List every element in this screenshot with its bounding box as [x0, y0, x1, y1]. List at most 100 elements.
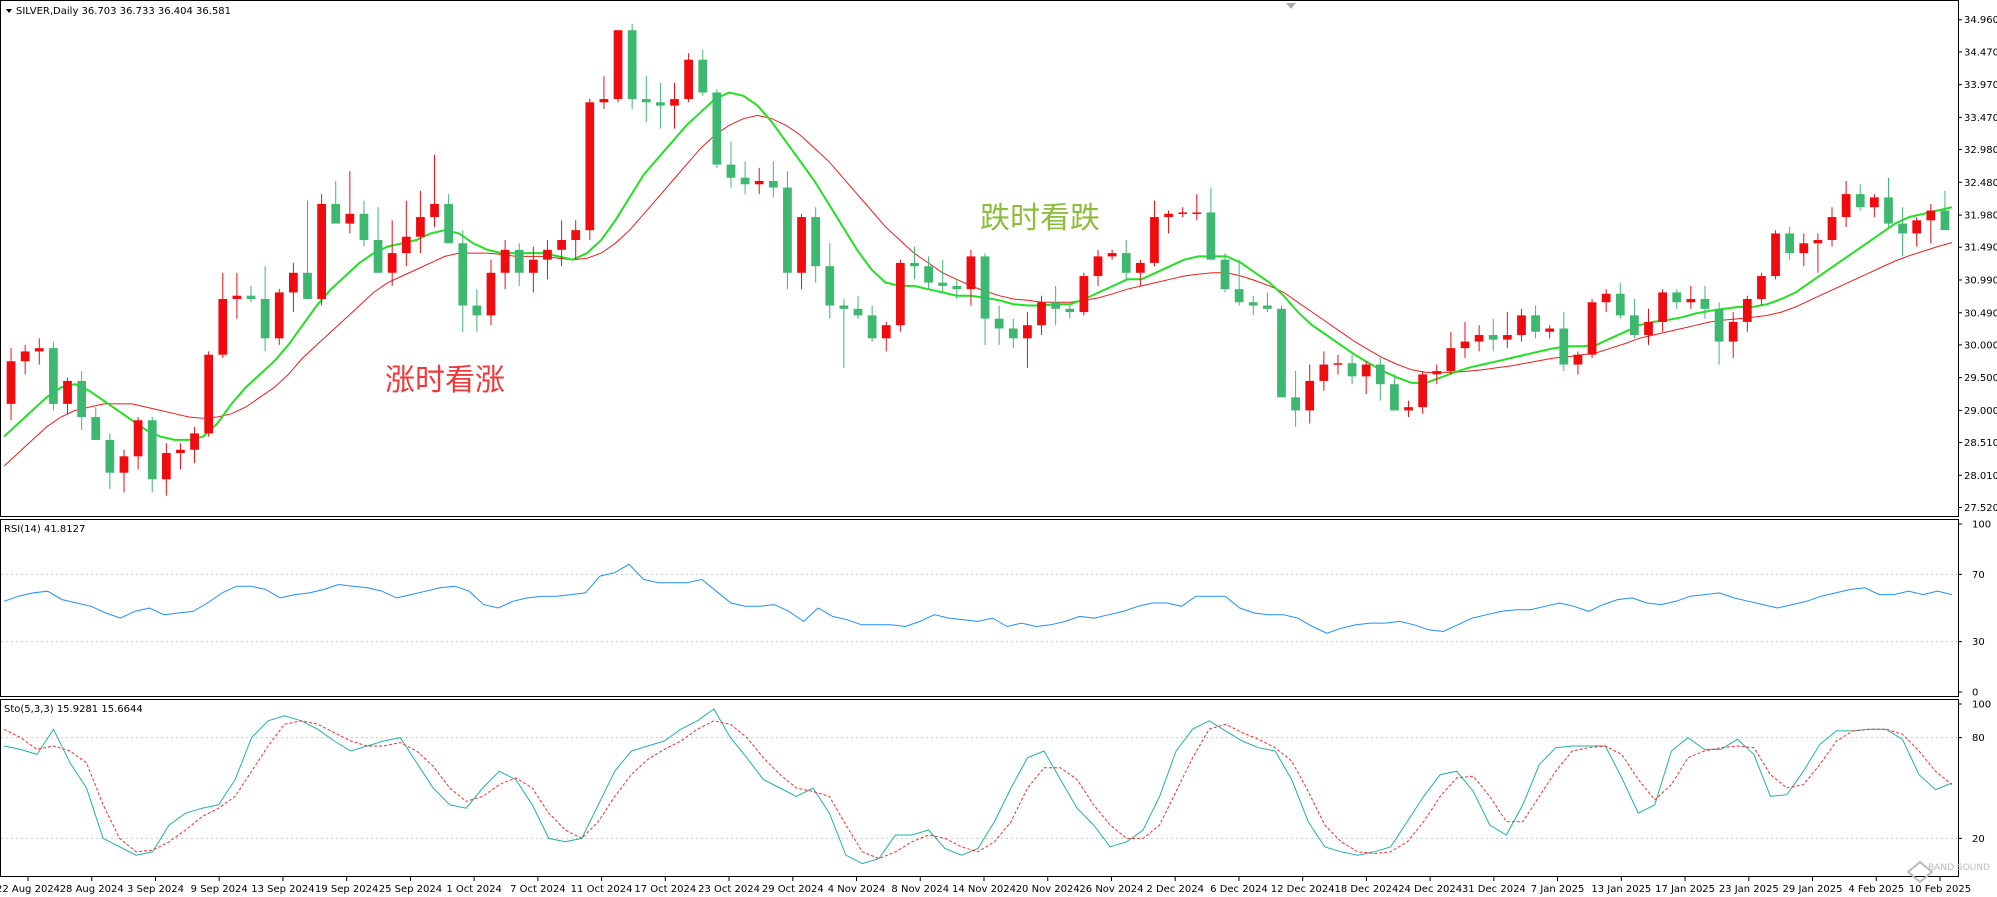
price-y-axis: 34.960 34.470 33.970 33.470 32.980 32.480 31.9… — [1958, 15, 1997, 514]
candle-body — [1135, 262, 1145, 273]
candle-body — [1799, 243, 1809, 254]
rsi-tick-label: 70 — [1972, 570, 1985, 581]
candle-body — [684, 59, 693, 100]
candle-body — [472, 305, 482, 316]
date-tick-label: 31 Dec 2024 — [1462, 884, 1526, 895]
sto-tick-label: 20 — [1972, 834, 1985, 845]
candle-body — [133, 420, 143, 457]
date-tick-label: 2 Dec 2024 — [1146, 884, 1204, 895]
price-tick-label: 33.970 — [1964, 80, 1997, 91]
candle-body — [1912, 220, 1922, 234]
moving-average-layer — [3, 91, 1953, 467]
candle-body — [1644, 321, 1653, 336]
price-tick-label: 28.510 — [1964, 438, 1997, 449]
candle-body — [260, 298, 270, 339]
candle-body — [1771, 233, 1780, 277]
candle-body — [317, 203, 326, 299]
candle-body — [232, 295, 242, 299]
candle-body — [1291, 397, 1300, 411]
candle-body — [246, 295, 256, 299]
candle-body — [980, 256, 990, 319]
candle-body — [119, 456, 129, 473]
candle-body — [514, 249, 524, 273]
candle-body — [1446, 348, 1456, 372]
rsi-panel-frame — [0, 519, 1959, 697]
sto-tick-label: 80 — [1972, 733, 1985, 744]
candle-body — [881, 325, 891, 339]
candle-body — [176, 449, 185, 454]
candle-body — [825, 266, 835, 306]
candle-body — [147, 420, 157, 480]
date-tick-label: 1 Oct 2024 — [446, 884, 501, 895]
rsi-tick-label: 30 — [1972, 637, 1985, 648]
candle-body — [1714, 308, 1724, 342]
date-tick-label: 17 Oct 2024 — [634, 884, 696, 895]
candle-body — [627, 30, 637, 100]
candle-body — [401, 236, 411, 254]
candle-body — [1700, 298, 1710, 309]
date-tick-label: 18 Dec 2024 — [1334, 884, 1398, 895]
candle-body — [105, 439, 115, 473]
candle-body — [1051, 302, 1061, 309]
candle-body — [1672, 292, 1682, 303]
rsi-layer — [1, 563, 1958, 643]
date-tick-label: 29 Jan 2025 — [1783, 884, 1843, 895]
date-tick-label: 29 Oct 2024 — [762, 884, 824, 895]
candle-body — [1023, 325, 1032, 339]
date-tick-label: 23 Jan 2025 — [1719, 884, 1779, 895]
date-x-axis: 22 Aug 2024 28 Aug 2024 3 Sep 2024 9 Sep 20… — [0, 877, 1971, 895]
price-tick-label: 28.010 — [1964, 471, 1997, 482]
price-tick-label: 29.000 — [1964, 406, 1997, 417]
watermark-text: BAND SOUND — [1928, 863, 1990, 873]
symbol-dropdown-icon[interactable] — [6, 9, 12, 13]
candle-body — [712, 92, 722, 165]
candle-body — [1813, 239, 1823, 244]
candle-body — [1785, 233, 1795, 254]
candle-body — [345, 213, 355, 224]
candle-body — [444, 203, 454, 244]
rsi-line — [3, 563, 1953, 634]
date-tick-label: 20 Nov 2024 — [1016, 884, 1080, 895]
candle-body — [1926, 210, 1936, 221]
date-tick-label: 6 Dec 2024 — [1210, 884, 1268, 895]
candle-body — [486, 272, 496, 316]
candle-body — [1263, 305, 1272, 309]
candle-body — [768, 180, 778, 188]
price-tick-label: 29.500 — [1964, 373, 1997, 384]
candle-body — [1093, 256, 1103, 277]
candle-body — [811, 217, 821, 267]
candle-body — [1008, 328, 1018, 339]
candle-body — [1404, 407, 1413, 411]
candle-body — [1884, 197, 1893, 224]
candle-body — [599, 99, 609, 103]
price-tick-label: 32.480 — [1964, 178, 1997, 189]
candle-body — [557, 239, 566, 250]
candles-layer — [6, 23, 1950, 496]
date-tick-label: 14 Nov 2024 — [952, 884, 1016, 895]
candle-body — [1164, 213, 1173, 218]
candle-body — [867, 315, 877, 339]
candle-body — [670, 99, 679, 106]
candle-body — [1573, 354, 1583, 365]
candle-body — [303, 272, 312, 299]
candle-body — [698, 59, 708, 93]
candle-body — [1277, 308, 1286, 398]
chart-shift-icon[interactable] — [1286, 3, 1296, 9]
candle-body — [585, 102, 595, 231]
candle-body — [1220, 259, 1230, 290]
price-tick-label: 33.470 — [1964, 113, 1997, 124]
candle-body — [1630, 315, 1639, 336]
price-tick-label: 31.490 — [1964, 243, 1997, 254]
rsi-tick-label: 100 — [1972, 520, 1991, 531]
candle-body — [528, 259, 538, 273]
date-tick-label: 26 Nov 2024 — [1079, 884, 1143, 895]
price-tick-label: 27.520 — [1964, 503, 1997, 514]
annotation-up: 涨时看涨 — [385, 363, 505, 398]
candle-body — [1742, 298, 1752, 322]
candle-body — [1502, 335, 1512, 340]
sto-tick-label: 100 — [1972, 700, 1991, 711]
candle-body — [1855, 194, 1865, 208]
candle-body — [1333, 363, 1343, 365]
rsi-tick-label: 0 — [1972, 688, 1978, 699]
